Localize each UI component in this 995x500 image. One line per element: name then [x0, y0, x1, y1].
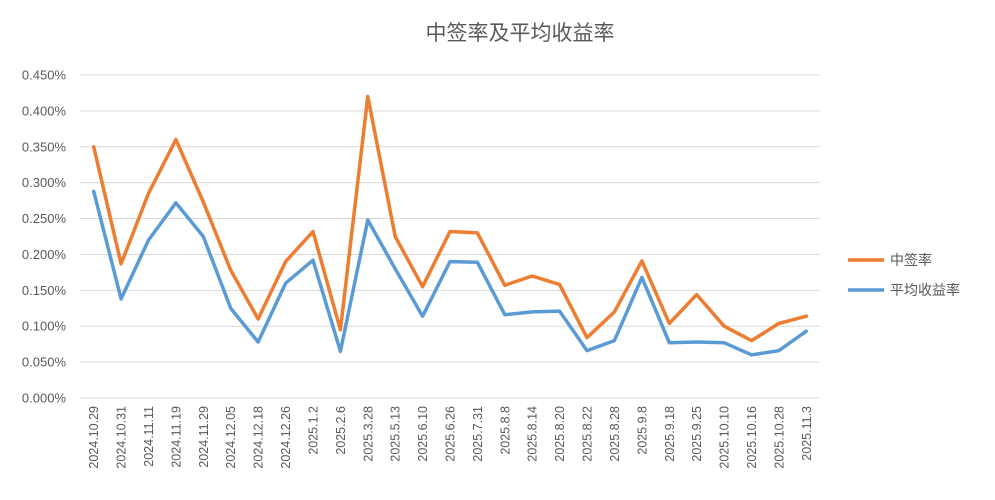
x-tick-label: 2024.11.29: [197, 406, 211, 468]
x-tick-label: 2025.11.3: [800, 406, 814, 461]
y-tick-label: 0.450%: [22, 68, 67, 83]
x-tick-label: 2025.9.18: [663, 406, 677, 462]
x-tick-label: 2025.1.2: [306, 406, 320, 455]
x-tick-label: 2025.7.31: [471, 406, 485, 462]
gridlines: [80, 74, 820, 399]
y-tick-label: 0.050%: [22, 355, 67, 370]
y-tick-label: 0.150%: [22, 283, 67, 298]
x-tick-label: 2025.9.8: [635, 406, 649, 455]
x-axis-ticks: 2024.10.29 2024.10.31 2024.11.11 2024.11.19…: [87, 406, 814, 469]
series-line-0: [91, 94, 809, 343]
x-tick-label: 2025.3.28: [361, 406, 375, 462]
x-tick-label: 2025.8.22: [581, 406, 595, 462]
y-tick-label: 0.000%: [22, 391, 67, 406]
y-tick-label: 0.200%: [22, 247, 67, 262]
legend-label: 中签率: [890, 252, 932, 269]
y-axis-ticks: 0.000% 0.050% 0.100% 0.150% 0.200% 0.250% 0.30…: [22, 68, 67, 406]
x-tick-label: 2025.10.16: [745, 406, 759, 469]
series-lines: [91, 94, 809, 357]
y-tick-label: 0.300%: [22, 175, 67, 190]
y-tick-label: 0.100%: [22, 319, 67, 334]
chart-title: 中签率及平均收益率: [426, 21, 615, 45]
x-tick-label: 2025.8.8: [498, 406, 512, 455]
x-tick-label: 2024.12.26: [279, 406, 293, 469]
x-tick-label: 2024.10.31: [115, 406, 129, 469]
y-tick-label: 0.400%: [22, 103, 67, 118]
y-tick-label: 0.350%: [22, 139, 67, 154]
y-tick-label: 0.250%: [22, 211, 67, 226]
x-tick-label: 2024.12.05: [224, 406, 238, 469]
x-tick-label: 2024.11.11: [142, 406, 156, 467]
x-tick-label: 2024.12.18: [252, 406, 266, 469]
x-tick-label: 2025.8.28: [608, 406, 622, 462]
legend-label: 平均收益率: [890, 282, 960, 299]
x-tick-label: 2025.5.13: [389, 406, 403, 462]
x-tick-label: 2025.2.6: [334, 406, 348, 455]
x-tick-label: 2025.8.20: [553, 406, 567, 462]
x-tick-label: 2025.6.26: [444, 406, 458, 462]
x-tick-label: 2025.8.14: [526, 406, 540, 462]
x-tick-label: 2024.10.29: [87, 406, 101, 469]
x-tick-label: 2024.11.19: [169, 406, 183, 468]
x-tick-label: 2025.6.10: [416, 406, 430, 462]
x-tick-label: 2025.10.10: [718, 406, 732, 469]
x-tick-label: 2025.10.28: [772, 406, 786, 469]
x-tick-label: 2025.9.25: [690, 406, 704, 462]
series-line-1: [91, 189, 809, 357]
